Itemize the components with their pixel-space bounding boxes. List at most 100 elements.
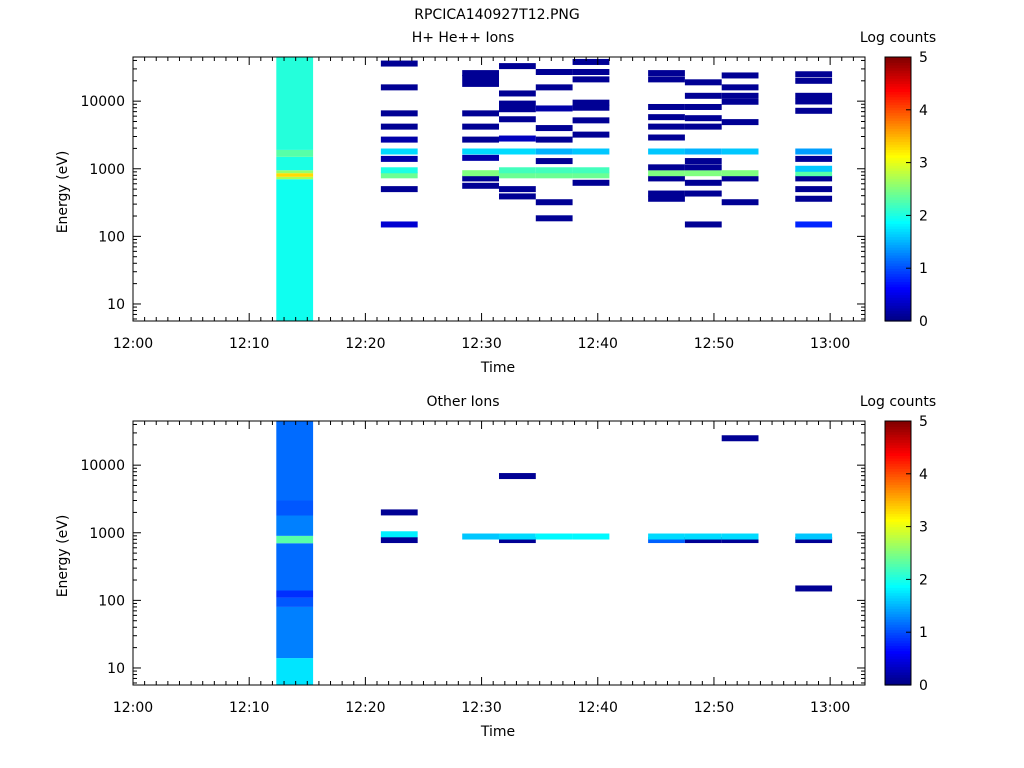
- data-band: [535, 167, 573, 174]
- colorbar-step: [885, 579, 911, 583]
- colorbar-step: [885, 550, 911, 554]
- data-band: [795, 533, 833, 540]
- colorbar-step: [885, 210, 911, 214]
- colorbar-step: [885, 479, 911, 483]
- data-band: [684, 179, 722, 186]
- data-band: [648, 76, 685, 83]
- colorbar-step: [885, 262, 911, 267]
- data-band: [795, 148, 833, 155]
- x-tick-label: 12:40: [578, 700, 618, 716]
- colorbar-step: [885, 589, 911, 594]
- data-band: [721, 98, 759, 105]
- y-tick-label: 100: [98, 593, 125, 609]
- colorbar-step: [885, 434, 911, 438]
- colorbar-step: [885, 447, 911, 451]
- data-band: [380, 172, 418, 179]
- dense-bin: [276, 500, 314, 516]
- panel-title: Other Ions: [426, 394, 499, 410]
- data-band: [462, 75, 499, 82]
- data-band: [462, 175, 499, 182]
- data-band: [648, 537, 685, 544]
- data-band: [572, 167, 610, 174]
- colorbar-step: [885, 107, 911, 111]
- data-band: [499, 473, 536, 480]
- colorbar-step: [885, 534, 911, 538]
- y-tick-label: 10000: [80, 94, 125, 110]
- colorbar: 0 1 2 3 4 5 Log counts: [860, 394, 936, 694]
- data-band: [572, 179, 610, 186]
- dense-bin: [276, 149, 314, 157]
- data-band: [572, 58, 610, 65]
- data-band: [535, 68, 573, 75]
- colorbar-step: [885, 286, 911, 290]
- data-band: [380, 136, 418, 143]
- colorbar-step: [885, 468, 911, 472]
- data-band: [648, 123, 685, 130]
- data-band: [535, 148, 573, 155]
- colorbar-step: [885, 645, 911, 649]
- colorbar-step: [885, 682, 911, 686]
- colorbar-tick-label: 4: [919, 467, 928, 483]
- colorbar-step: [885, 120, 911, 124]
- x-tick-label: 12:20: [345, 336, 385, 352]
- colorbar-tick-label: 0: [919, 314, 928, 330]
- y-tick-label: 10: [107, 661, 125, 677]
- data-band: [648, 533, 685, 540]
- colorbar-tick-label: 5: [919, 414, 928, 430]
- colorbar-step: [885, 640, 911, 644]
- colorbar-step: [885, 421, 911, 425]
- plot-frame: [132, 420, 866, 686]
- colorbar-step: [885, 80, 911, 84]
- dense-bin: [276, 421, 314, 501]
- colorbar-step: [885, 72, 911, 77]
- data-band: [795, 165, 833, 172]
- data-band: [380, 123, 418, 130]
- data-band: [572, 104, 610, 111]
- colorbar-step: [885, 109, 911, 114]
- colorbar-step: [885, 233, 911, 238]
- data-band: [380, 186, 418, 193]
- data-band: [795, 195, 833, 202]
- colorbar-step: [885, 584, 911, 588]
- colorbar-step: [885, 558, 911, 562]
- data-band: [795, 175, 833, 182]
- y-tick-label: 10: [107, 297, 125, 313]
- colorbar-step: [885, 473, 911, 478]
- data-band: [380, 167, 418, 174]
- colorbar-step: [885, 457, 911, 462]
- colorbar-step: [885, 592, 911, 596]
- colorbar-step: [885, 78, 911, 82]
- data-band: [535, 172, 573, 179]
- dense-bin: [276, 173, 314, 177]
- x-tick-label: 12:10: [229, 700, 269, 716]
- data-band: [535, 533, 573, 540]
- colorbar-step: [885, 452, 911, 456]
- colorbar-step: [885, 299, 911, 304]
- colorbar-step: [885, 294, 911, 298]
- data-band: [572, 131, 610, 138]
- data-band: [795, 71, 833, 78]
- data-band: [535, 125, 573, 132]
- colorbar-step: [885, 265, 911, 269]
- colorbar-step: [885, 505, 911, 509]
- colorbar-step: [885, 666, 911, 670]
- colorbar-step: [885, 170, 911, 174]
- data-band: [684, 537, 722, 544]
- data-band: [684, 115, 722, 122]
- colorbar-tick-label: 1: [919, 625, 928, 641]
- data-band: [684, 103, 722, 110]
- colorbar-step: [885, 669, 911, 673]
- data-band: [684, 92, 722, 99]
- data-band: [572, 172, 610, 179]
- colorbar-step: [885, 650, 911, 654]
- data-band: [462, 182, 499, 189]
- colorbar-step: [885, 460, 911, 464]
- colorbar-step: [885, 88, 911, 92]
- colorbar-step: [885, 521, 911, 525]
- dense-bin: [276, 176, 314, 180]
- colorbar-tick-label: 1: [919, 261, 928, 277]
- colorbar-step: [885, 431, 911, 435]
- dense-bin: [276, 515, 314, 536]
- colorbar-step: [885, 297, 911, 301]
- data-band: [535, 84, 573, 91]
